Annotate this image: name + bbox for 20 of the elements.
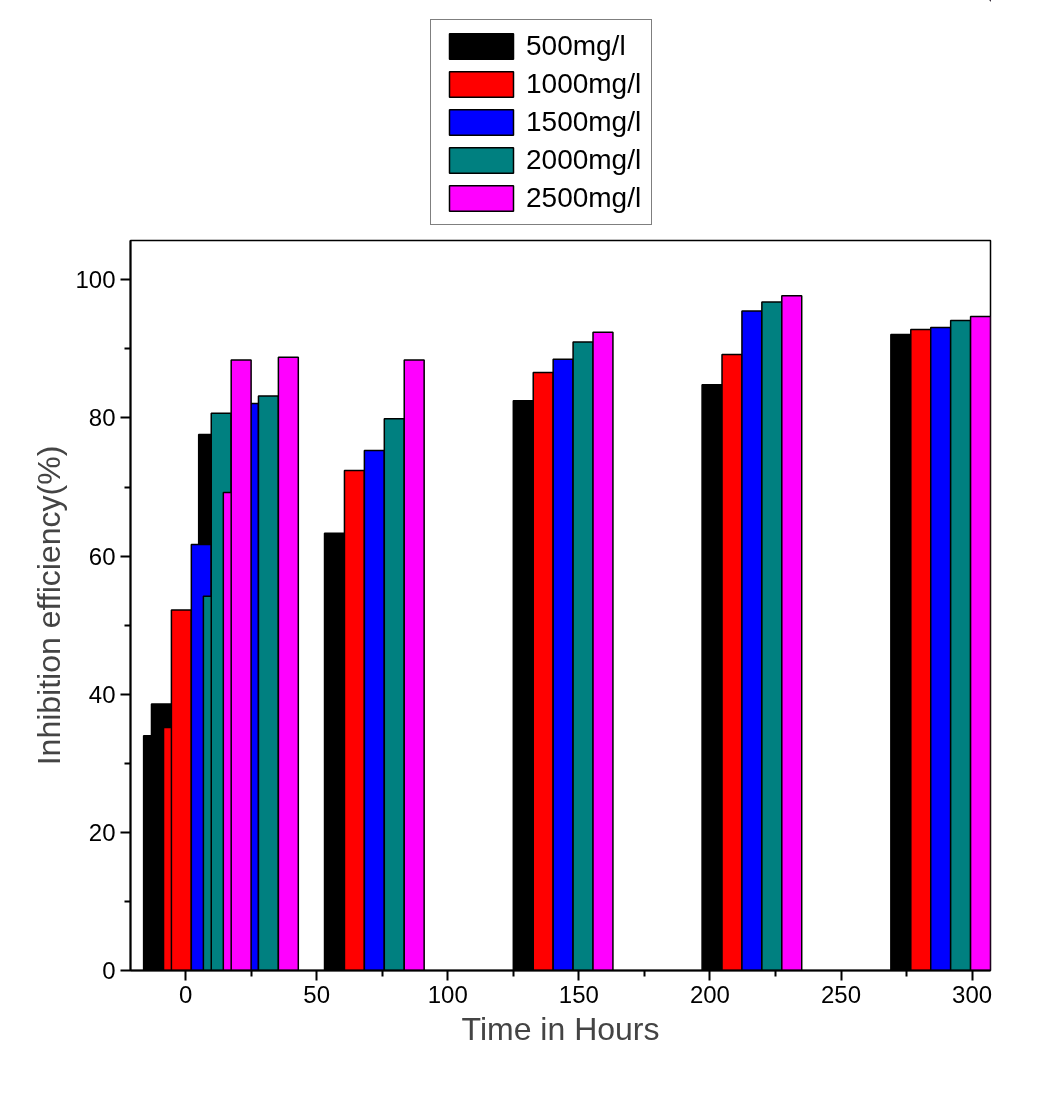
y-tick-label: 60 <box>88 542 116 570</box>
x-tick-label: 50 <box>303 980 331 1008</box>
legend-label: 2500mg/l <box>526 182 642 214</box>
y-tick-label: 80 <box>88 404 116 432</box>
y-tick-label: 100 <box>75 266 116 294</box>
y-axis-title: Inhibition efficiency(%) <box>31 445 68 766</box>
legend-label: 2000mg/l <box>526 144 642 176</box>
legend-label: 1000mg/l <box>526 68 642 100</box>
x-axis-title: Time in Hours <box>461 1010 660 1047</box>
legend-label: 1500mg/l <box>526 106 642 138</box>
x-tick-label: 300 <box>952 980 993 1008</box>
x-tick-label: 150 <box>558 980 599 1008</box>
legend-label: 500mg/l <box>526 30 626 62</box>
x-tick-label: 250 <box>821 980 862 1008</box>
x-tick-label: 100 <box>427 980 468 1008</box>
y-tick-label: 40 <box>88 680 116 708</box>
x-tick-label: 200 <box>689 980 730 1008</box>
y-tick-label: 20 <box>88 818 116 846</box>
y-tick-label: 0 <box>102 957 116 984</box>
x-tick-label: 0 <box>178 980 193 1008</box>
